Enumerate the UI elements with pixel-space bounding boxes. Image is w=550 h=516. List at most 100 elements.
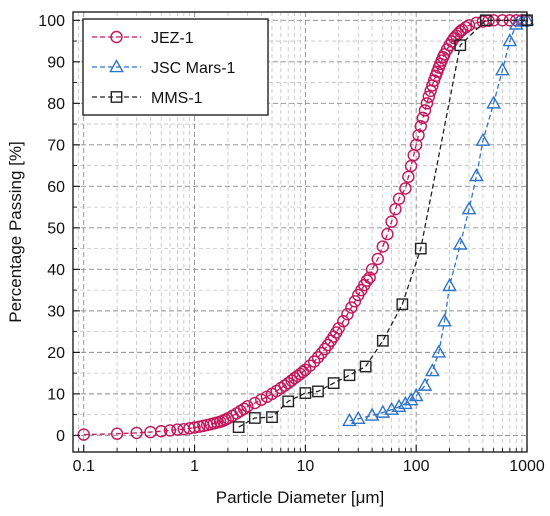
data-point	[495, 62, 510, 76]
data-point	[447, 31, 461, 45]
data-point	[409, 138, 423, 152]
data-point	[130, 426, 143, 440]
data-point	[417, 377, 433, 391]
data-point	[414, 242, 427, 255]
data-point	[437, 313, 452, 327]
y-axis-label: Percentage Passing [%]	[6, 141, 25, 322]
data-point	[479, 14, 492, 27]
data-point	[296, 365, 310, 379]
data-point	[470, 16, 483, 29]
data-point	[422, 90, 436, 103]
data-point	[418, 104, 432, 117]
data-point	[348, 295, 362, 308]
data-point	[486, 95, 502, 109]
data-point	[255, 393, 268, 406]
data-point	[303, 359, 317, 372]
data-point	[365, 263, 379, 276]
data-point	[452, 27, 465, 40]
data-point	[425, 363, 440, 377]
legend-marker	[109, 59, 124, 73]
y-tick-label: 40	[47, 262, 65, 279]
data-point	[469, 168, 484, 182]
data-point	[459, 21, 472, 34]
data-point	[312, 385, 324, 398]
y-tick-label: 10	[47, 386, 65, 403]
series-jez-1	[77, 14, 534, 441]
data-point	[163, 424, 177, 437]
data-point	[452, 236, 468, 250]
y-tick-label: 20	[47, 345, 65, 362]
data-point	[171, 423, 184, 436]
axis-ticks: 0.1 1 10 100 1000 0 10 20 30 40 50 60 70 80 90 100	[38, 13, 545, 475]
data-point	[266, 411, 278, 424]
data-point	[391, 398, 407, 413]
data-point	[431, 344, 447, 358]
data-point	[371, 252, 384, 266]
legend-label: JEZ-1	[151, 30, 194, 47]
data-point	[408, 388, 424, 402]
data-point	[232, 421, 245, 433]
data-point	[192, 420, 206, 433]
y-tick-label: 0	[56, 428, 65, 445]
data-point	[392, 192, 406, 205]
legend-marker	[110, 91, 123, 103]
x-tick-label: 10	[296, 458, 314, 475]
data-point	[364, 407, 380, 421]
y-tick-label: 100	[38, 13, 65, 30]
data-point	[341, 307, 354, 321]
legend-label: JSC Mars-1	[151, 60, 236, 77]
x-tick-label: 1000	[509, 458, 545, 475]
y-tick-label: 90	[47, 54, 65, 71]
series-mms-1	[232, 14, 533, 433]
data-point	[183, 422, 196, 435]
data-point	[416, 111, 430, 125]
data-point	[502, 33, 518, 47]
data-point	[359, 360, 372, 373]
data-point	[412, 129, 425, 142]
data-point	[237, 402, 251, 416]
legend: JEZ-1 JSC Mars-1 MMS-1	[82, 18, 269, 116]
series-jsc-mars-1	[342, 12, 535, 427]
data-point	[315, 347, 328, 360]
data-point	[403, 392, 419, 406]
data-point	[154, 425, 168, 438]
data-point	[342, 412, 357, 427]
data-point	[381, 227, 394, 241]
data-point	[454, 39, 467, 52]
data-point	[282, 395, 295, 408]
data-point	[442, 278, 457, 292]
x-tick-label: 1	[190, 458, 199, 475]
data-point	[363, 271, 376, 284]
data-point	[376, 240, 390, 253]
data-point	[455, 23, 469, 37]
x-tick-label: 100	[403, 458, 430, 475]
data-point	[461, 201, 477, 215]
data-point	[318, 342, 332, 356]
y-tick-label: 70	[47, 137, 65, 154]
data-point	[508, 16, 524, 30]
data-point	[307, 355, 321, 368]
data-point	[398, 395, 413, 410]
data-point	[414, 119, 427, 133]
data-point	[376, 334, 389, 347]
y-tick-label: 60	[47, 179, 65, 196]
data-point	[327, 377, 340, 389]
legend-label: MMS-1	[151, 90, 203, 107]
series-layer	[77, 12, 535, 441]
data-point	[399, 182, 412, 195]
data-point	[337, 315, 350, 328]
data-point	[420, 97, 434, 110]
data-point	[241, 400, 254, 413]
data-point	[343, 369, 356, 382]
x-axis-label: Particle Diameter [μm]	[216, 488, 385, 507]
x-tick-label: 0.1	[73, 458, 95, 475]
data-point	[77, 428, 90, 441]
data-point	[248, 412, 261, 424]
data-point	[299, 387, 312, 399]
y-tick-label: 30	[47, 303, 65, 320]
data-point	[188, 421, 201, 434]
data-point	[385, 215, 398, 228]
y-tick-label: 80	[47, 96, 65, 113]
data-point	[375, 404, 391, 418]
